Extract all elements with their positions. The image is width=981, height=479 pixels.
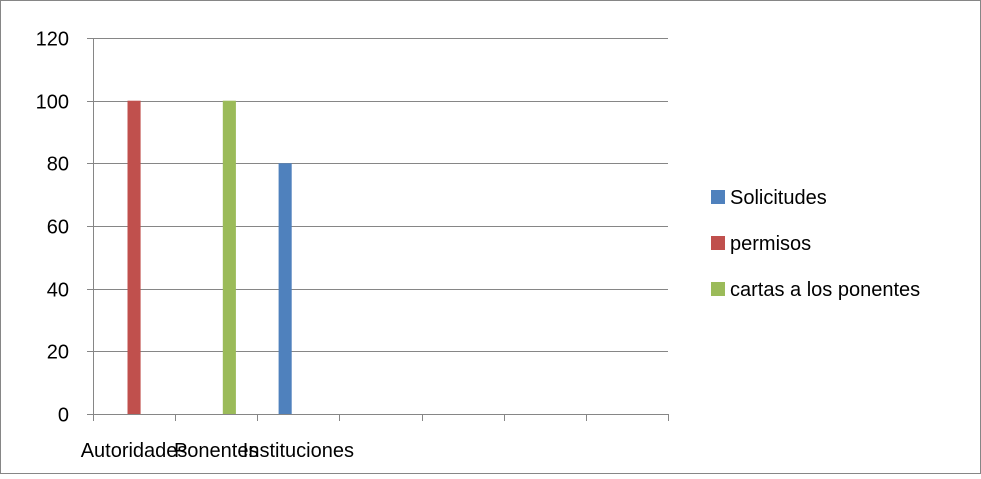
- bar-cartas-a-los-ponentes-ponentes: [222, 100, 236, 414]
- y-tick-label-0: 0: [58, 405, 69, 427]
- legend-item-permisos: permisos: [711, 233, 811, 255]
- bars: [127, 100, 292, 414]
- y-tick-label-100: 100: [36, 92, 69, 114]
- legend-label: Solicitudes: [730, 187, 827, 209]
- axes: [87, 38, 669, 421]
- y-tick-label-60: 60: [47, 217, 69, 239]
- legend-item-solicitudes: Solicitudes: [711, 187, 827, 209]
- legend-label: permisos: [730, 233, 811, 255]
- bar-solicitudes-instituciones: [278, 163, 292, 414]
- y-tick-label-20: 20: [47, 342, 69, 364]
- y-axis-tick-labels: 0 20 40 60 80 100 120: [36, 29, 69, 427]
- legend-item-cartas-a-los-ponentes: cartas a los ponentes: [711, 279, 920, 301]
- legend-swatch: [711, 190, 725, 204]
- x-tick-label-instituciones: Instituciones: [243, 440, 354, 462]
- y-tick-label-80: 80: [47, 154, 69, 176]
- x-tick-label-ponentes: Ponentes: [174, 440, 259, 462]
- y-tick-label-120: 120: [36, 29, 69, 51]
- y-tick-label-40: 40: [47, 280, 69, 302]
- x-tick-label-autoridades: Autoridades: [81, 440, 188, 462]
- legend-swatch: [711, 282, 725, 296]
- legend: Solicitudes permisos cartas a los ponentes: [711, 187, 920, 301]
- legend-label: cartas a los ponentes: [730, 279, 920, 301]
- legend-swatch: [711, 236, 725, 250]
- gridlines: [93, 38, 668, 352]
- bar-permisos-autoridades: [127, 100, 141, 414]
